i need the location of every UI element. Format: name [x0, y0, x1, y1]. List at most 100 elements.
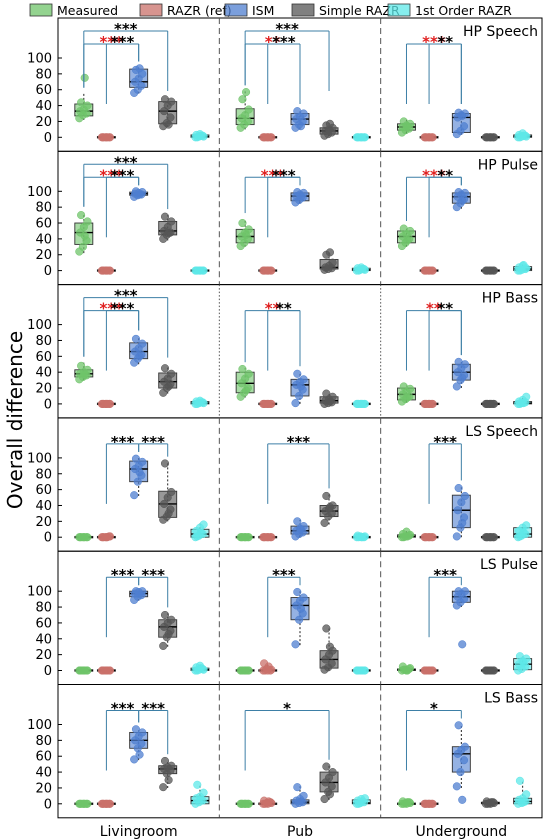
data-point	[460, 742, 469, 751]
y-tick-label: 60	[35, 750, 52, 765]
data-point	[519, 399, 528, 408]
data-point	[291, 640, 300, 649]
data-point	[399, 382, 408, 391]
data-point	[77, 211, 86, 220]
data-point	[328, 768, 337, 777]
y-tick-label: 80	[35, 201, 52, 216]
box	[397, 117, 416, 137]
significance-bracket: ***	[267, 566, 301, 638]
data-point	[519, 260, 528, 270]
significance-bracket: ***	[267, 433, 330, 504]
box	[96, 399, 116, 408]
data-point	[80, 799, 89, 808]
data-point	[199, 788, 208, 797]
legend-label: RAZR (ref)	[167, 3, 232, 18]
box	[397, 224, 416, 251]
box	[351, 666, 371, 675]
data-point	[325, 248, 334, 257]
data-point	[325, 397, 334, 406]
data-point	[164, 629, 173, 639]
data-point	[403, 532, 412, 541]
data-point	[403, 393, 412, 402]
data-point	[293, 517, 302, 526]
y-tick-label: 60	[35, 83, 52, 98]
data-point	[425, 399, 435, 408]
legend-swatch	[29, 3, 53, 17]
data-point	[522, 521, 531, 530]
data-point	[358, 264, 367, 274]
y-tick-label: 20	[35, 781, 52, 796]
box	[480, 666, 500, 675]
data-point	[241, 88, 251, 97]
data-point	[454, 483, 463, 493]
box	[158, 756, 178, 792]
data-point	[167, 217, 176, 226]
box	[235, 799, 255, 808]
data-point	[519, 658, 528, 667]
box	[190, 396, 210, 408]
data-point	[519, 798, 528, 807]
y-tick-label: 0	[44, 397, 52, 412]
significance-label: ***	[422, 33, 446, 51]
data-point	[160, 95, 170, 104]
data-point	[135, 190, 144, 199]
data-point	[459, 122, 469, 131]
box	[158, 459, 178, 524]
significance-label: **	[437, 33, 453, 51]
data-point	[425, 133, 435, 142]
legend-item: Measured	[29, 3, 118, 18]
y-tick-label: 100	[27, 185, 52, 200]
box	[74, 533, 94, 542]
data-point	[452, 382, 461, 391]
data-point	[327, 782, 336, 791]
significance-bracket: ***	[138, 433, 169, 457]
significance-label: ***	[141, 566, 165, 584]
data-point	[131, 334, 141, 343]
data-point	[458, 640, 467, 649]
data-point	[295, 615, 304, 624]
significance-bracket: ***	[428, 433, 462, 504]
data-point	[425, 666, 435, 675]
data-point	[241, 666, 251, 675]
significance-label: ***	[114, 287, 138, 305]
box	[513, 129, 533, 142]
significance-label: **	[426, 300, 442, 318]
box	[351, 531, 371, 542]
significance-label: ***	[287, 433, 311, 451]
y-tick-label: 40	[35, 366, 52, 381]
y-tick-label: 0	[44, 264, 52, 279]
y-tick-label: 0	[44, 664, 52, 679]
data-point	[166, 113, 175, 122]
box	[235, 533, 255, 542]
data-point	[130, 755, 139, 764]
data-point	[78, 242, 87, 251]
significance-bracket: ***	[105, 433, 140, 504]
data-point	[137, 81, 146, 90]
panel-title: HP Pulse	[478, 157, 538, 173]
data-point	[325, 642, 334, 651]
box	[74, 799, 94, 808]
box	[290, 188, 310, 207]
box	[397, 797, 416, 808]
significance-bracket: ***	[267, 166, 301, 238]
data-point	[425, 799, 435, 808]
significance-label: *	[283, 700, 291, 718]
data-point	[458, 111, 467, 120]
box	[190, 780, 210, 808]
data-point	[238, 218, 247, 228]
box	[258, 133, 278, 142]
data-point	[159, 641, 168, 650]
data-point	[296, 797, 305, 806]
legend-label: 1st Order RAZR	[415, 3, 512, 18]
y-tick-label: 60	[35, 217, 52, 232]
y-tick-label: 100	[27, 585, 52, 600]
box	[290, 517, 310, 541]
legend-label: Simple RAZR	[319, 3, 400, 18]
box	[235, 364, 255, 401]
y-tick-label: 100	[27, 718, 52, 733]
